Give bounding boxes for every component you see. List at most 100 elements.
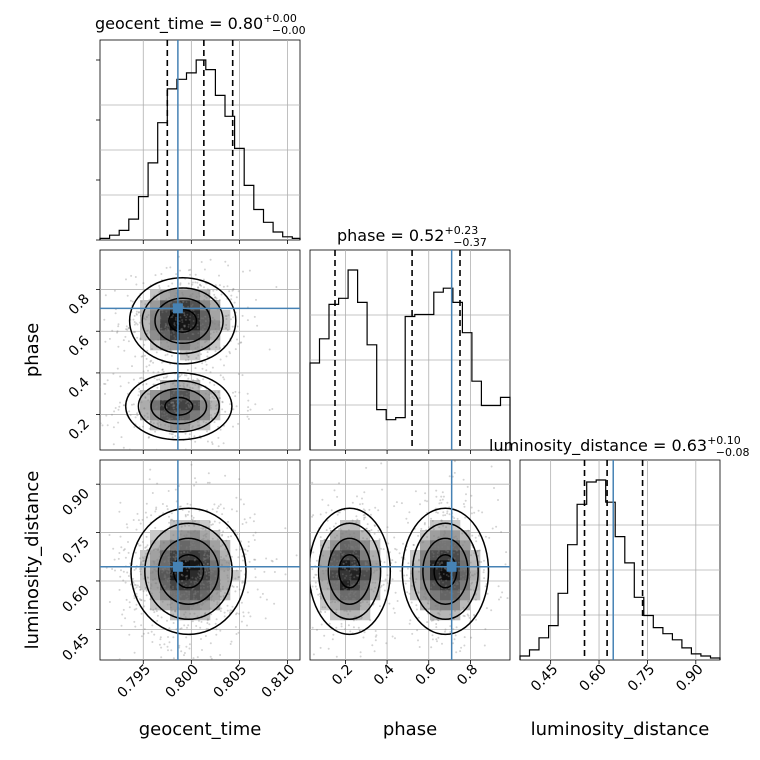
sample-point — [155, 448, 158, 450]
sample-point — [135, 586, 138, 589]
sample-point — [452, 578, 455, 581]
sample-point — [128, 606, 131, 609]
sample-point — [353, 560, 356, 563]
sample-point — [187, 377, 190, 380]
sample-point — [192, 324, 195, 327]
sample-point — [132, 378, 135, 381]
sample-point — [199, 594, 202, 597]
sample-point — [103, 382, 106, 385]
contour-line — [144, 522, 233, 621]
sample-point — [165, 553, 168, 556]
sample-point — [184, 524, 187, 527]
sample-point — [192, 516, 195, 519]
sample-point — [191, 576, 194, 579]
sample-point — [449, 631, 452, 633]
histogram-step-line — [309, 269, 511, 450]
sample-point — [133, 587, 136, 590]
sample-point — [454, 634, 457, 637]
sample-point — [167, 329, 170, 332]
sample-point — [180, 525, 183, 528]
sample-point — [201, 544, 204, 547]
sample-point — [240, 540, 242, 543]
sample-point — [218, 413, 221, 416]
sample-point — [406, 567, 409, 570]
density-cell — [200, 300, 211, 311]
sample-point — [167, 403, 170, 406]
sample-point — [370, 529, 373, 531]
sample-point — [216, 550, 219, 553]
sample-point — [197, 424, 200, 427]
sample-point — [467, 586, 470, 589]
sample-point — [175, 549, 178, 552]
sample-point — [357, 545, 360, 548]
sample-point — [186, 384, 189, 387]
sample-point — [185, 340, 188, 343]
sample-point — [453, 544, 456, 547]
contours — [124, 276, 237, 441]
sample-point — [490, 465, 493, 468]
sample-point — [365, 570, 368, 572]
sample-point — [136, 512, 139, 515]
sample-point — [194, 397, 197, 400]
sample-point — [473, 589, 475, 592]
sample-point — [220, 607, 223, 610]
sample-point — [214, 404, 217, 407]
sample-point — [445, 584, 448, 587]
sample-point — [196, 656, 199, 659]
sample-point — [191, 283, 194, 286]
sample-point — [160, 289, 163, 292]
sample-point — [191, 426, 194, 429]
sample-point — [181, 599, 184, 602]
sample-point — [444, 593, 447, 596]
sample-point — [186, 569, 189, 572]
sample-point — [483, 577, 486, 580]
density-cell — [150, 540, 161, 551]
sample-point — [505, 551, 508, 554]
sample-point — [160, 330, 163, 333]
density-cell — [350, 560, 361, 571]
sample-point — [463, 570, 466, 573]
sample-point — [183, 534, 186, 537]
sample-point — [219, 579, 222, 582]
sample-point — [174, 610, 177, 613]
sample-point — [453, 557, 456, 560]
sample-point — [174, 421, 177, 424]
sample-point — [197, 590, 199, 593]
sample-point — [174, 337, 177, 339]
sample-point — [106, 379, 109, 382]
sample-point — [432, 555, 435, 558]
sample-point — [366, 601, 369, 604]
sample-point — [183, 613, 186, 616]
sample-point — [330, 560, 333, 563]
density-cell — [200, 590, 211, 601]
sample-point — [374, 525, 376, 527]
sample-point — [169, 569, 172, 572]
sample-point — [210, 523, 213, 526]
y-tick-label-luminosity-distance: 0.45 — [59, 631, 92, 664]
sample-point — [183, 624, 186, 627]
sample-point — [449, 608, 452, 611]
sample-point — [421, 560, 424, 563]
sample-point — [466, 613, 469, 616]
sample-point — [213, 568, 215, 571]
density-cell — [180, 340, 191, 351]
sample-point — [215, 592, 218, 595]
sample-point — [444, 541, 447, 544]
sample-point — [199, 283, 201, 286]
sample-point — [468, 576, 471, 579]
sample-point — [172, 401, 175, 404]
sample-point — [183, 312, 186, 315]
sample-point — [182, 345, 185, 348]
sample-point — [436, 640, 438, 643]
sample-point — [372, 571, 375, 574]
sample-point — [379, 605, 381, 608]
sample-point — [171, 417, 173, 420]
sample-point — [462, 614, 465, 617]
sample-point — [162, 541, 165, 544]
sample-point — [158, 320, 161, 323]
sample-point — [233, 301, 236, 304]
density-cell — [160, 390, 171, 401]
sample-point — [145, 502, 148, 505]
sample-point — [304, 605, 306, 607]
sample-point — [235, 296, 238, 299]
